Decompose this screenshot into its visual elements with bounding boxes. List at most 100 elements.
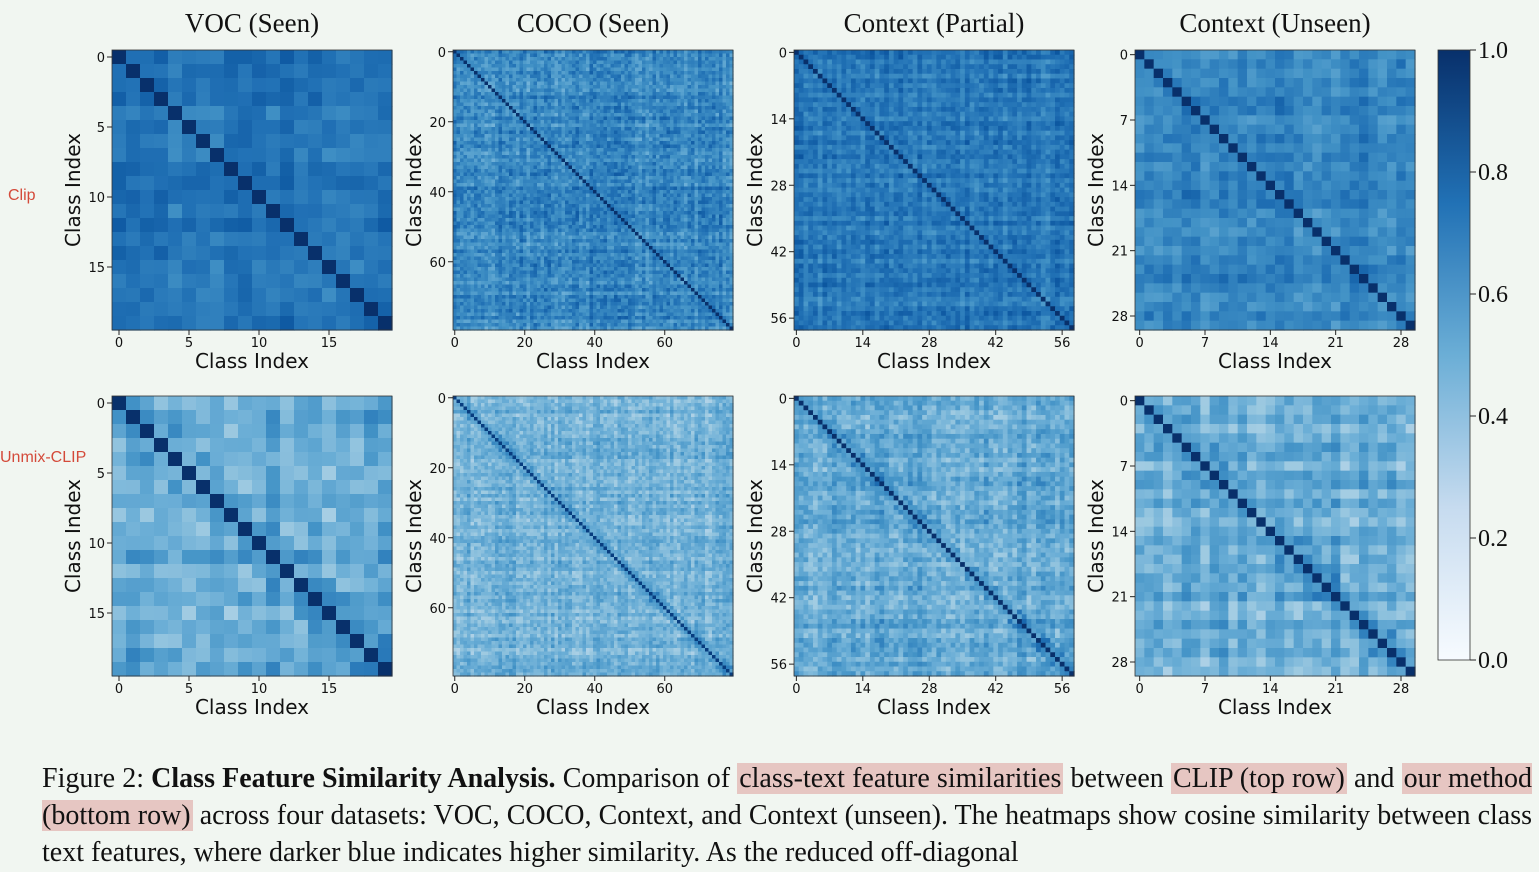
heatmap-cell	[477, 67, 482, 72]
heatmap-cell	[715, 137, 720, 142]
heatmap-cell	[638, 179, 643, 184]
heatmap-cell	[477, 116, 482, 121]
heatmap-cell	[589, 242, 594, 247]
heatmap-cell	[673, 228, 678, 233]
heatmap-cell	[453, 197, 458, 202]
heatmap-cell	[558, 183, 563, 188]
heatmap-cell	[502, 127, 507, 132]
heatmap-cell	[631, 85, 636, 90]
heatmap-cell	[722, 169, 727, 174]
heatmap-cell	[533, 127, 538, 132]
heatmap-cell	[554, 232, 559, 237]
heatmap-cell	[568, 113, 573, 118]
heatmap-cell	[656, 106, 661, 111]
heatmap-cell	[687, 172, 692, 177]
heatmap-cell	[512, 228, 517, 233]
heatmap-cell	[624, 225, 629, 230]
heatmap-cell	[603, 228, 608, 233]
heatmap-cell	[715, 232, 720, 237]
heatmap-cell	[544, 109, 549, 114]
heatmap-cell	[470, 53, 475, 58]
heatmap-cell	[635, 81, 640, 86]
heatmap-cell	[663, 179, 668, 184]
heatmap-cell	[638, 155, 643, 160]
heatmap-cell	[470, 200, 475, 205]
heatmap-cell	[182, 260, 197, 275]
heatmap-cell	[624, 183, 629, 188]
heatmap-cell	[603, 193, 608, 198]
heatmap-cell	[603, 179, 608, 184]
heatmap-cell	[533, 116, 538, 121]
heatmap-cell	[656, 169, 661, 174]
heatmap-cell	[568, 95, 573, 100]
heatmap-cell	[561, 183, 566, 188]
heatmap-cell	[593, 176, 598, 181]
heatmap-cell	[470, 225, 475, 230]
heatmap-cell	[649, 113, 654, 118]
heatmap-cell	[680, 218, 685, 223]
heatmap-cell	[575, 106, 580, 111]
heatmap-cell	[582, 137, 587, 142]
heatmap-cell	[621, 239, 626, 244]
heatmap-cell	[474, 221, 479, 226]
heatmap-cell	[540, 186, 545, 191]
heatmap-cell	[551, 95, 556, 100]
heatmap-cell	[502, 144, 507, 149]
heatmap-cell	[631, 92, 636, 97]
heatmap-cell	[670, 109, 675, 114]
heatmap-cell	[481, 225, 486, 230]
heatmap-cell	[252, 92, 267, 107]
heatmap-cell	[726, 64, 731, 69]
heatmap-cell	[631, 197, 636, 202]
heatmap-cell	[474, 186, 479, 191]
heatmap-cell	[470, 183, 475, 188]
heatmap-cell	[708, 200, 713, 205]
heatmap-cell	[456, 151, 461, 156]
heatmap-cell	[523, 242, 528, 247]
heatmap-cell	[677, 200, 682, 205]
heatmap-cell	[505, 71, 510, 76]
heatmap-cell	[481, 123, 486, 128]
heatmap-cell	[561, 85, 566, 90]
heatmap-cell	[547, 162, 552, 167]
heatmap-cell	[554, 225, 559, 230]
heatmap-cell	[645, 148, 650, 153]
heatmap-cell	[656, 246, 661, 251]
heatmap-cell	[266, 176, 281, 191]
heatmap-cell	[540, 193, 545, 198]
heatmap-cell	[691, 176, 696, 181]
heatmap-cell	[691, 148, 696, 153]
heatmap-cell	[582, 228, 587, 233]
heatmap-cell	[645, 106, 650, 111]
heatmap-cell	[582, 116, 587, 121]
heatmap-cell	[488, 179, 493, 184]
heatmap-cell	[266, 302, 281, 317]
heatmap-cell	[617, 78, 622, 83]
heatmap-cell	[624, 127, 629, 132]
heatmap-cell	[456, 88, 461, 93]
heatmap-cell	[652, 221, 657, 226]
heatmap-cell	[488, 158, 493, 163]
heatmap-cell	[467, 162, 472, 167]
heatmap-cell	[705, 197, 710, 202]
heatmap-cell	[698, 239, 703, 244]
heatmap-cell	[463, 186, 468, 191]
heatmap-cell	[561, 78, 566, 83]
heatmap-cell	[673, 186, 678, 191]
heatmap-cell	[551, 106, 556, 111]
heatmap-cell	[593, 162, 598, 167]
heatmap-cell	[477, 214, 482, 219]
heatmap-cell	[530, 53, 535, 58]
heatmap-cell	[586, 88, 591, 93]
heatmap-cell	[470, 85, 475, 90]
heatmap-cell	[484, 99, 489, 104]
heatmap-cell	[579, 113, 584, 118]
heatmap-cell	[607, 158, 612, 163]
heatmap-cell	[547, 92, 552, 97]
heatmap-cell	[586, 106, 591, 111]
heatmap-cell	[572, 106, 577, 111]
heatmap-cell	[463, 246, 468, 251]
heatmap-cell	[624, 88, 629, 93]
heatmap-cell	[691, 102, 696, 107]
heatmap-cell	[715, 123, 720, 128]
